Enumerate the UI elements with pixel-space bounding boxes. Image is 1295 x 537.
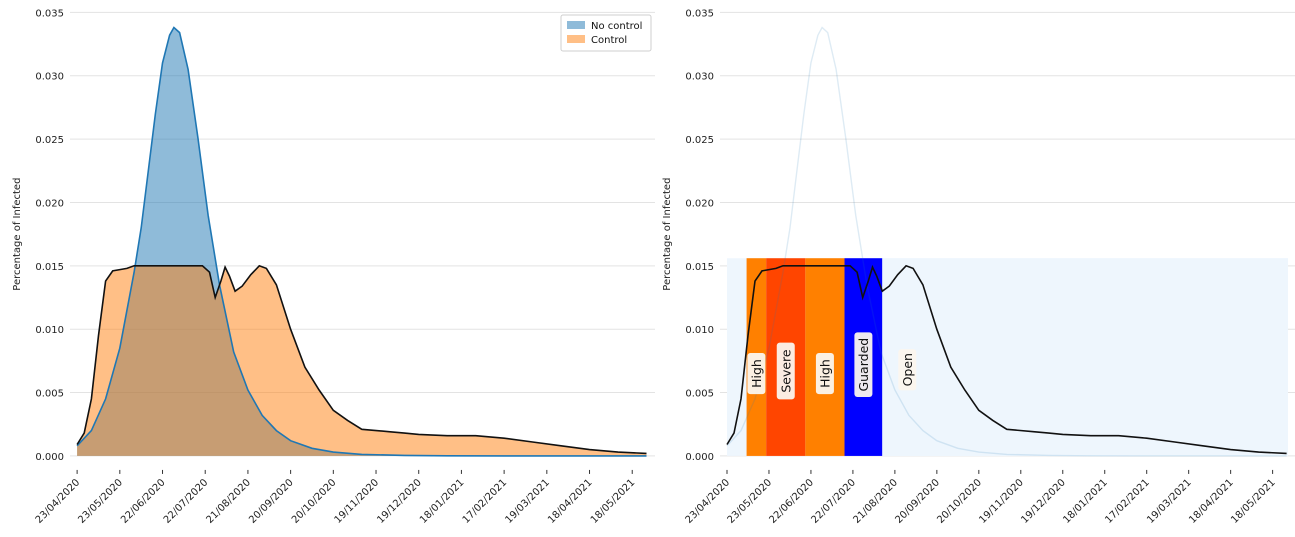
region-label-text: High xyxy=(817,359,832,388)
legend-entry: No control xyxy=(591,21,642,32)
x-tick-label: 21/08/2020 xyxy=(205,477,254,526)
series-line-1 xyxy=(76,264,647,455)
y-tick-label: 0.035 xyxy=(685,8,714,19)
series-line-0 xyxy=(726,26,1287,457)
legend-swatch xyxy=(567,35,585,43)
y-tick-label: 0.010 xyxy=(685,325,714,336)
area-fill-1 xyxy=(77,265,647,456)
series-line-1 xyxy=(726,264,1287,455)
right-chart-panel: 0.000 0.005 0.010 0.015 0.020 0.025 0.030 0.035… xyxy=(662,8,1295,526)
region-label-text: High xyxy=(749,359,764,388)
x-tick-label: 18/04/2021 xyxy=(546,477,595,526)
y-tick-label: 0.025 xyxy=(685,135,714,146)
y-tick-label: 0.020 xyxy=(685,198,714,209)
x-tick-label: 17/02/2021 xyxy=(461,477,510,526)
x-tick-label: 19/03/2021 xyxy=(503,477,552,526)
region-label-4: Open xyxy=(898,349,917,391)
y-tick-label: 0.010 xyxy=(35,325,64,336)
x-tick-label: 23/05/2020 xyxy=(76,477,125,526)
region-label-box xyxy=(854,332,873,397)
x-tick-label: 18/05/2021 xyxy=(589,477,638,526)
x-tick-label: 22/06/2020 xyxy=(119,477,168,526)
region-label-text: Open xyxy=(900,353,915,386)
region-label-2: High xyxy=(815,352,834,395)
left-chart-panel: 0.000 0.005 0.010 0.015 0.020 0.025 0.030 0.035… xyxy=(12,8,655,526)
region-label-3: Guarded xyxy=(854,332,873,397)
x-tick-label: 22/07/2020 xyxy=(162,477,211,526)
legend-entry: Control xyxy=(591,35,627,46)
y-tick-label: 0.030 xyxy=(35,72,64,83)
y-tick-label: 0.005 xyxy=(35,389,64,400)
region-label-text: Guarded xyxy=(856,338,871,392)
region-label-text: Severe xyxy=(778,349,793,393)
x-tick-label: 20/09/2020 xyxy=(247,477,296,526)
y-tick-label: 0.020 xyxy=(35,198,64,209)
x-tick-label: 18/01/2021 xyxy=(418,477,467,526)
region-label-box xyxy=(815,352,834,395)
y-tick-label: 0.000 xyxy=(685,452,714,463)
legend-swatch xyxy=(567,21,585,29)
region-label-0: High xyxy=(747,352,766,395)
region-label-1: Severe xyxy=(776,342,795,400)
x-tick-label: 19/12/2020 xyxy=(375,477,424,526)
x-tick-label: 19/11/2020 xyxy=(333,477,382,526)
y-tick-label: 0.000 xyxy=(35,452,64,463)
region-label-box xyxy=(776,342,795,400)
x-tick-label: 18/05/2021 xyxy=(1229,477,1278,526)
region-label-box xyxy=(747,352,766,395)
y-tick-label: 0.025 xyxy=(35,135,64,146)
x-tick-label: 23/04/2020 xyxy=(34,477,83,526)
region-label-box xyxy=(898,349,917,391)
y-tick-label: 0.005 xyxy=(685,389,714,400)
y-tick-label: 0.015 xyxy=(685,262,714,273)
region-band-4 xyxy=(882,258,1289,456)
y-axis-label: Percentage of Infected xyxy=(12,178,23,291)
series-line-0 xyxy=(76,26,647,457)
x-tick-label: 20/10/2020 xyxy=(290,477,339,526)
y-tick-label: 0.035 xyxy=(35,8,64,19)
y-tick-label: 0.015 xyxy=(35,262,64,273)
y-axis-label: Percentage of Infected xyxy=(662,178,673,291)
y-tick-label: 0.030 xyxy=(685,72,714,83)
